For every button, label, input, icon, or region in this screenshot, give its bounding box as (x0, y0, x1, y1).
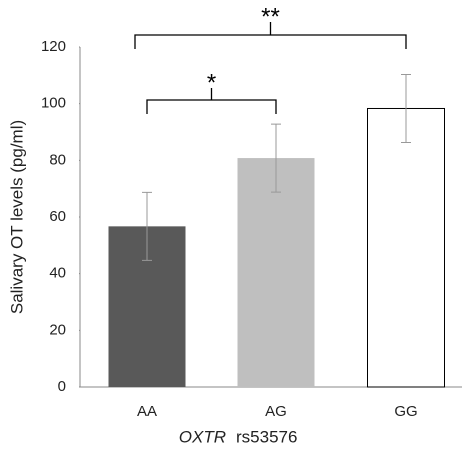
x-tick-label: AG (265, 403, 287, 420)
y-tick-label: 0 (58, 378, 66, 395)
significance-label: ** (261, 3, 280, 30)
y-tick-label: 120 (41, 38, 66, 55)
y-tick-label: 20 (49, 321, 66, 338)
significance-bracket (146, 88, 277, 114)
bar (237, 158, 315, 387)
error-bar (271, 123, 281, 193)
x-tick-label: AA (137, 403, 157, 420)
significance-bracket (134, 22, 407, 49)
x-axis-label-gene: OXTR (179, 427, 226, 446)
y-tick-label: 40 (49, 265, 66, 282)
error-bar (401, 73, 411, 143)
y-tick-label: 100 (41, 95, 66, 112)
x-tick-label: GG (394, 403, 417, 420)
error-bar (142, 191, 152, 261)
x-axis-label-snp: rs53576 (236, 427, 297, 446)
y-tick-label: 80 (49, 151, 66, 168)
y-axis-label: Salivary OT levels (pg/ml) (7, 120, 26, 314)
significance-label: * (207, 69, 216, 96)
bar (367, 107, 445, 388)
y-tick-label: 60 (49, 208, 66, 225)
